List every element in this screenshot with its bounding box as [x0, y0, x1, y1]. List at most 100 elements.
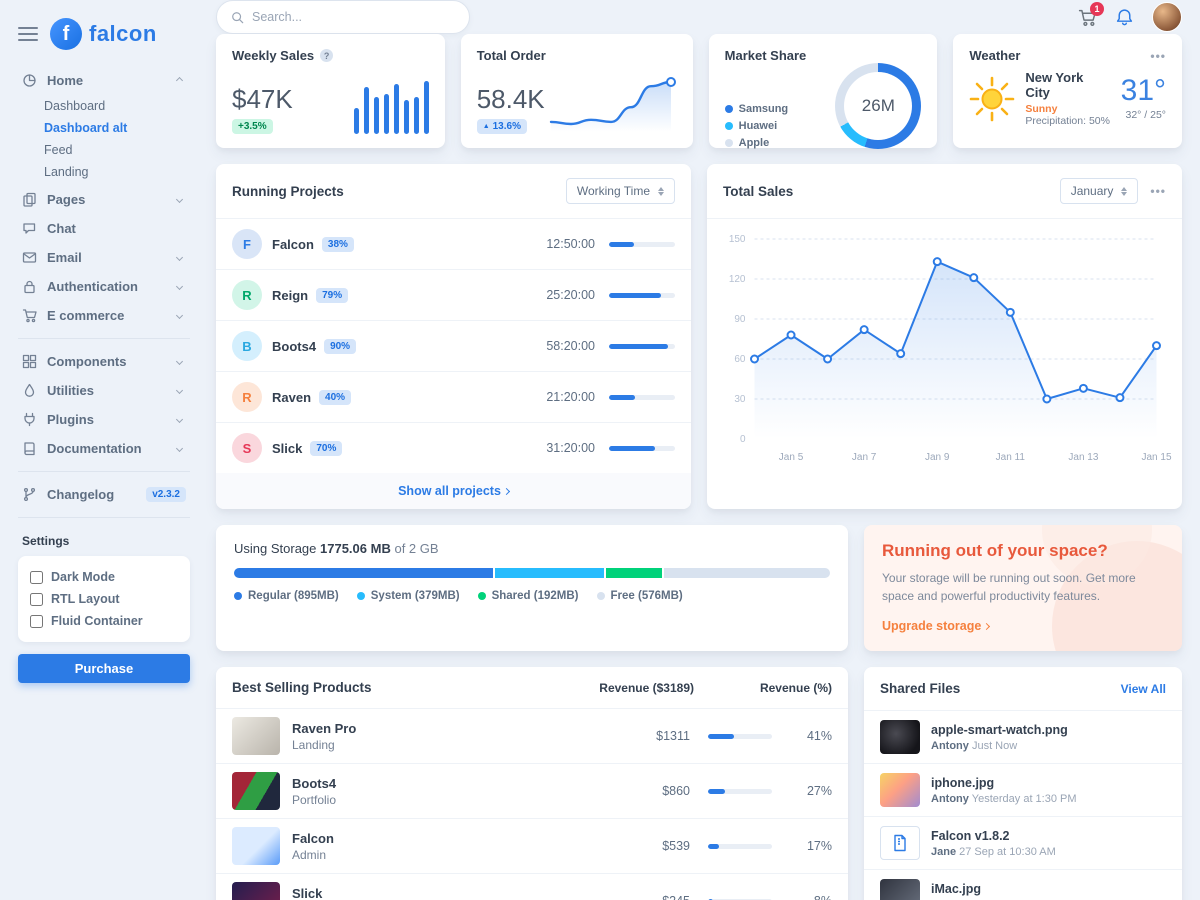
- weather-high-low: 32° / 25°: [1125, 109, 1167, 121]
- file-thumbnail: [880, 720, 920, 754]
- svg-text:90: 90: [734, 314, 746, 325]
- sidebar-item-components[interactable]: Components: [18, 347, 190, 376]
- search-icon: [232, 11, 244, 23]
- weather-temperature: 31°: [1120, 74, 1167, 107]
- notifications-button[interactable]: [1115, 8, 1134, 27]
- legend-dot: [724, 139, 733, 147]
- svg-text:150: 150: [729, 234, 746, 245]
- project-percent-badge: 40%: [319, 389, 352, 405]
- svg-text:Jan 15: Jan 15: [1141, 452, 1171, 463]
- legend-dot: [477, 592, 486, 600]
- best-selling-card: Best Selling Products Revenue ($3189) Re…: [216, 667, 848, 900]
- upgrade-storage-link[interactable]: Upgrade storage: [882, 619, 991, 633]
- ellipsis-menu-icon[interactable]: •••: [1150, 184, 1166, 198]
- sidebar-item-dashboard-alt[interactable]: Dashboard alt: [44, 121, 128, 135]
- project-row[interactable]: R Reign 79% 25:20:00: [216, 270, 691, 321]
- chevron-down-icon: [175, 253, 184, 262]
- sun-icon: [970, 76, 1015, 121]
- rtl-layout-checkbox[interactable]: [30, 592, 43, 606]
- file-row[interactable]: iMac.jpg Rowen 23 Sep at 6:10 PM: [864, 870, 1182, 900]
- project-row[interactable]: S Slick 70% 31:20:00: [216, 423, 691, 473]
- sidebar-item-changelog[interactable]: Changelog v2.3.2: [18, 480, 190, 509]
- search-input[interactable]: [252, 10, 455, 24]
- svg-text:0: 0: [740, 434, 746, 445]
- sidebar-item-chat[interactable]: Chat: [18, 214, 190, 243]
- storage-card: Using Storage 1775.06 MB of 2 GB Regular…: [216, 525, 848, 651]
- file-row[interactable]: iphone.jpg Antony Yesterday at 1:30 PM: [864, 764, 1182, 817]
- weather-card: Weather •••: [953, 34, 1183, 148]
- product-row[interactable]: Raven Pro Landing $1311 41%: [216, 709, 848, 764]
- weekly-sales-value: $47K: [232, 84, 293, 114]
- legend-dot: [724, 105, 733, 113]
- menu-toggle-icon[interactable]: [18, 23, 38, 45]
- product-row[interactable]: Slick Builder $245 8%: [216, 874, 848, 900]
- sidebar-item-pages[interactable]: Pages: [18, 185, 190, 214]
- book-icon: [22, 441, 37, 456]
- file-row[interactable]: apple-smart-watch.png Antony Just Now: [864, 711, 1182, 764]
- upgrade-space-title: Running out of your space?: [882, 541, 1108, 560]
- project-row[interactable]: B Boots4 90% 58:20:00: [216, 321, 691, 372]
- brand-logo[interactable]: f falcon: [50, 18, 157, 50]
- sidebar-item-home[interactable]: Home: [18, 66, 190, 95]
- project-row[interactable]: R Raven 40% 21:20:00: [216, 372, 691, 423]
- month-select[interactable]: January: [1059, 178, 1139, 204]
- product-row[interactable]: Falcon Admin $539 17%: [216, 819, 848, 874]
- settings-card: Dark Mode RTL Layout Fluid Container: [18, 556, 190, 642]
- working-time-select[interactable]: Working Time: [565, 178, 675, 204]
- chevron-up-icon: [175, 76, 184, 85]
- storage-usage-bar: [234, 568, 830, 578]
- weekly-sales-bar-chart: [353, 78, 429, 134]
- pages-icon: [22, 192, 37, 207]
- help-icon[interactable]: ?: [320, 49, 334, 62]
- revenue-column-header: Revenue ($3189): [599, 680, 694, 695]
- view-all-link[interactable]: View All: [1120, 681, 1166, 696]
- project-progress-bar: [609, 445, 675, 451]
- project-row[interactable]: F Falcon 38% 12:50:00: [216, 219, 691, 270]
- project-percent-badge: 90%: [324, 338, 357, 354]
- chevron-right-icon: [983, 622, 991, 631]
- file-row[interactable]: Falcon v1.8.2 Jane 27 Sep at 10:30 AM: [864, 817, 1182, 870]
- sidebar-item-authentication[interactable]: Authentication: [18, 272, 190, 301]
- product-thumbnail: [232, 882, 280, 900]
- project-avatar: R: [232, 280, 262, 310]
- file-thumbnail: [880, 773, 920, 807]
- product-row[interactable]: Boots4 Portfolio $860 27%: [216, 764, 848, 819]
- sidebar-item-utilities[interactable]: Utilities: [18, 376, 190, 405]
- sidebar-item-dashboard[interactable]: Dashboard: [44, 99, 106, 113]
- user-avatar[interactable]: [1152, 2, 1182, 32]
- sidebar-item-documentation[interactable]: Documentation: [18, 434, 190, 463]
- product-progress-bar: [708, 788, 772, 794]
- show-all-projects-link[interactable]: Show all projects: [398, 484, 510, 498]
- svg-text:Jan 11: Jan 11: [996, 452, 1026, 463]
- project-avatar: S: [232, 433, 262, 463]
- sidebar-item-email[interactable]: Email: [18, 243, 190, 272]
- product-revenue: $1311: [656, 729, 690, 743]
- revenue-percent-column-header: Revenue (%): [759, 680, 832, 695]
- total-sales-line-chart: 0 30 60 90 120 150 Jan 5 Jan 7 Jan 9 Jan 11 Jan 13…: [729, 234, 1172, 463]
- fluid-container-checkbox[interactable]: [30, 614, 43, 628]
- dark-mode-checkbox[interactable]: [30, 570, 43, 584]
- market-share-center-value: 26M: [861, 96, 895, 115]
- chevron-down-icon: [175, 282, 184, 291]
- upgrade-space-card: Running out of your space? Your storage …: [864, 525, 1182, 651]
- sidebar-item-feed[interactable]: Feed: [44, 143, 73, 157]
- weekly-sales-badge: +3.5%: [232, 119, 273, 134]
- project-time: 31:20:00: [546, 441, 595, 455]
- purchase-button[interactable]: Purchase: [18, 654, 190, 683]
- product-percent: 27%: [806, 784, 832, 798]
- sidebar-item-plugins[interactable]: Plugins: [18, 405, 190, 434]
- middle-row: Running Projects Working Time F Falcon 3…: [216, 164, 1182, 509]
- market-share-card: Market Share Samsung Huawei Apple 26M: [708, 34, 938, 149]
- sidebar-item-ecommerce[interactable]: E commerce: [18, 301, 190, 330]
- storage-label: Using Storage: [234, 541, 317, 556]
- ellipsis-menu-icon[interactable]: •••: [1150, 48, 1167, 63]
- sidebar-item-landing[interactable]: Landing: [44, 165, 89, 179]
- project-progress-bar: [609, 343, 675, 349]
- project-time: 25:20:00: [546, 288, 595, 302]
- code-branch-icon: [22, 487, 37, 502]
- running-projects-card: Running Projects Working Time F Falcon 3…: [216, 164, 691, 509]
- weekly-sales-card: Weekly Sales ? $47K +3.5%: [216, 34, 445, 148]
- market-share-title: Market Share: [724, 48, 807, 63]
- cart-button[interactable]: 1: [1078, 1, 1104, 27]
- product-percent: 41%: [806, 729, 832, 743]
